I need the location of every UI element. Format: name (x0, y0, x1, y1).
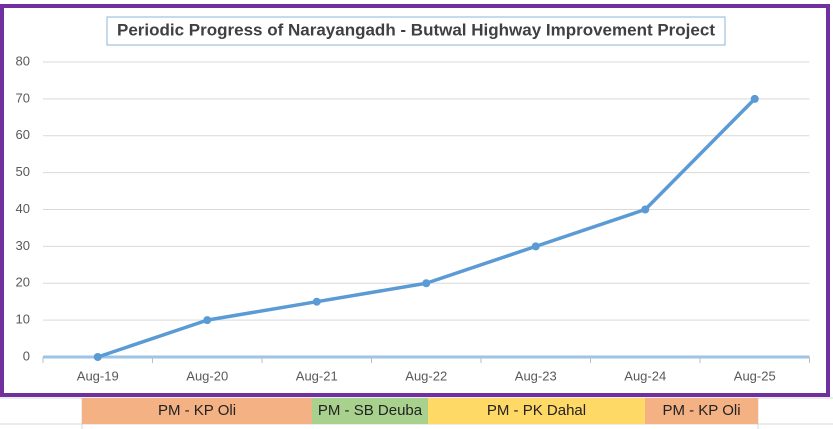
chart-frame (0, 4, 830, 397)
period-label: PM - KP Oli (158, 402, 236, 419)
period-label: PM - PK Dahal (487, 402, 586, 419)
y-tick-label: 70 (16, 90, 30, 105)
x-tick-label: Aug-23 (515, 368, 557, 383)
x-tick-label: Aug-19 (77, 368, 119, 383)
title-box (106, 16, 726, 46)
y-tick-label: 30 (16, 238, 30, 253)
data-point (203, 316, 212, 325)
period-label: PM - KP Oli (662, 402, 740, 419)
x-tick-label: Aug-20 (186, 368, 228, 383)
period-cell (645, 398, 758, 424)
y-tick-label: 10 (16, 312, 30, 327)
y-tick-label: 50 (16, 164, 30, 179)
x-tick-label: Aug-22 (405, 368, 447, 383)
data-point (312, 297, 321, 306)
data-point (641, 205, 650, 214)
data-point (422, 279, 431, 288)
x-tick-label: Aug-21 (296, 368, 338, 383)
data-point (531, 242, 540, 251)
y-tick-label: 80 (16, 53, 30, 68)
x-tick-label: Aug-24 (624, 368, 666, 383)
y-tick-label: 20 (16, 275, 30, 290)
y-tick-label: 40 (16, 201, 30, 216)
period-label: PM - SB Deuba (318, 402, 423, 419)
period-cell (82, 398, 312, 424)
y-tick-label: 60 (16, 127, 30, 142)
x-tick-label: Aug-25 (734, 368, 776, 383)
data-point (750, 94, 759, 103)
period-cell (428, 398, 645, 424)
chart-title: Periodic Progress of Narayangadh - Butwa… (117, 20, 715, 39)
y-tick-label: 0 (23, 348, 30, 363)
period-cell (312, 398, 428, 424)
data-point (93, 353, 102, 361)
